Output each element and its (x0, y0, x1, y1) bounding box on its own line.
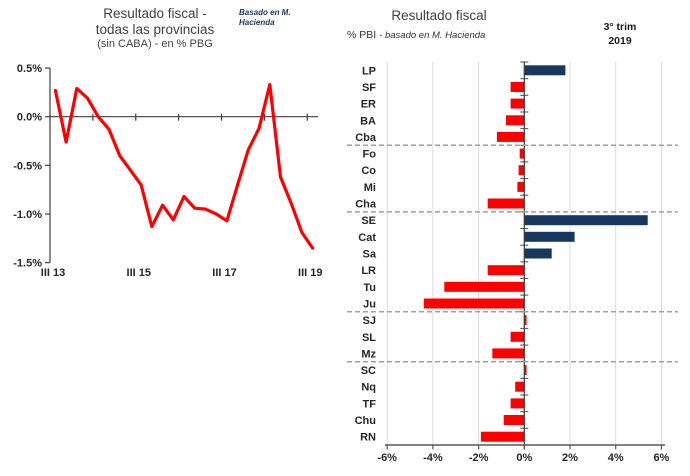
y-tick-label: -1.0% (13, 209, 42, 221)
bar-Cha (487, 198, 525, 209)
line-chart-title: Resultado fiscal - todas las provincias … (40, 6, 270, 52)
category-label-Co: Co (361, 165, 376, 177)
category-label-SL: SL (362, 332, 376, 344)
category-label-Cba: Cba (355, 132, 377, 144)
bar-SL (510, 331, 525, 342)
bar-Co (518, 165, 525, 176)
category-label-Sa: Sa (363, 249, 377, 261)
x-tick-label: 6% (653, 452, 669, 464)
x-tick-label: III 15 (127, 267, 151, 279)
line-chart-source-note: Basado en M. Hacienda (239, 8, 334, 29)
bar-Tu (444, 281, 525, 292)
category-label-SF: SF (362, 82, 376, 94)
bar-Fo (519, 148, 525, 159)
category-label-Nq: Nq (361, 382, 376, 394)
bar-RN (480, 431, 525, 442)
bar-Ju (423, 298, 525, 309)
x-tick-label: 2% (562, 452, 578, 464)
category-label-Ju: Ju (363, 299, 376, 311)
category-label-Fo: Fo (363, 149, 377, 161)
period-line2: 2019 (608, 35, 632, 48)
line-chart-canvas: 0.5% 0.0% -0.5% -1.0% -1.5%III 13 III 15 III 1… (13, 63, 322, 279)
bar-Cba (496, 131, 525, 142)
x-tick-label: 4% (608, 452, 624, 464)
category-label-BA: BA (360, 115, 376, 127)
bar-chart-subtitle-source: - basado en M. Hacienda (379, 30, 486, 41)
y-tick-label: 0.5% (17, 63, 42, 75)
y-tick-label: -1.5% (13, 258, 42, 270)
bar-Mi (517, 181, 525, 192)
bar-chart-canvas: LP SF ER BA Cba Fo Co Mi Cha SE Cat Sa LR Tu Ju SJ SL Mz S… (347, 61, 678, 464)
fiscal-result-line-series (53, 82, 315, 250)
bar-Sa (524, 248, 552, 259)
bar-ER (510, 98, 525, 109)
bar-Mz (492, 348, 525, 359)
x-tick-label: III 19 (298, 267, 322, 279)
category-label-LP: LP (362, 65, 376, 77)
bar-LR (487, 265, 525, 276)
source-note-line2: Hacienda (239, 18, 275, 28)
bar-BA (506, 115, 525, 126)
x-tick-label: III 17 (212, 267, 236, 279)
period-line1: 3° trim (603, 21, 637, 33)
bar-chart-title: Resultado fiscal (391, 8, 487, 23)
y-tick-label: 0.0% (17, 112, 42, 124)
bar-SF (510, 82, 525, 92)
category-label-Tu: Tu (363, 282, 376, 294)
bar-Nq (515, 381, 525, 392)
category-label-TF: TF (363, 398, 377, 410)
bar-chart-subtitle-unit: % PBI (347, 29, 377, 41)
category-label-Mz: Mz (361, 348, 376, 360)
category-label-LR: LR (361, 265, 376, 277)
category-label-Mi: Mi (364, 182, 376, 194)
category-label-ER: ER (361, 99, 376, 111)
bar-chart-panel: Resultado fiscal % PBI - basado en M. Hac… (345, 0, 690, 476)
bar-LP (524, 65, 566, 76)
bar-chart-subtitle: % PBI - basado en M. Hacienda (347, 29, 567, 41)
x-tick-label: III 13 (41, 267, 65, 279)
line-chart-title-line2: todas las provincias (95, 22, 215, 38)
y-tick-label: -0.5% (13, 160, 42, 172)
line-chart-panel: Resultado fiscal - todas las provincias … (13, 6, 334, 279)
category-label-SJ: SJ (363, 315, 376, 327)
category-label-Chu: Chu (355, 415, 376, 427)
x-tick-label: -2% (469, 452, 489, 464)
x-tick-label: -4% (423, 452, 443, 464)
x-tick-label: 0% (516, 452, 532, 464)
line-chart-subtitle: (sin CABA) - en % PBG (97, 38, 213, 51)
line-chart-title-line1: Resultado fiscal - (103, 6, 207, 21)
category-label-SC: SC (361, 365, 376, 377)
bar-SJ (524, 315, 527, 326)
bar-chart-period-label: 3° trim 2019 (589, 20, 651, 48)
category-label-Cat: Cat (358, 232, 376, 244)
category-label-Cha: Cha (355, 199, 377, 211)
bar-TF (510, 398, 525, 409)
x-tick-label: -6% (377, 452, 397, 464)
category-label-SE: SE (361, 215, 376, 227)
bar-SC (524, 365, 527, 376)
category-label-RN: RN (360, 432, 376, 444)
bar-Chu (503, 415, 525, 425)
source-note-line1: Basado en M. (239, 8, 291, 17)
bar-Cat (524, 231, 575, 242)
bar-SE (524, 215, 648, 226)
